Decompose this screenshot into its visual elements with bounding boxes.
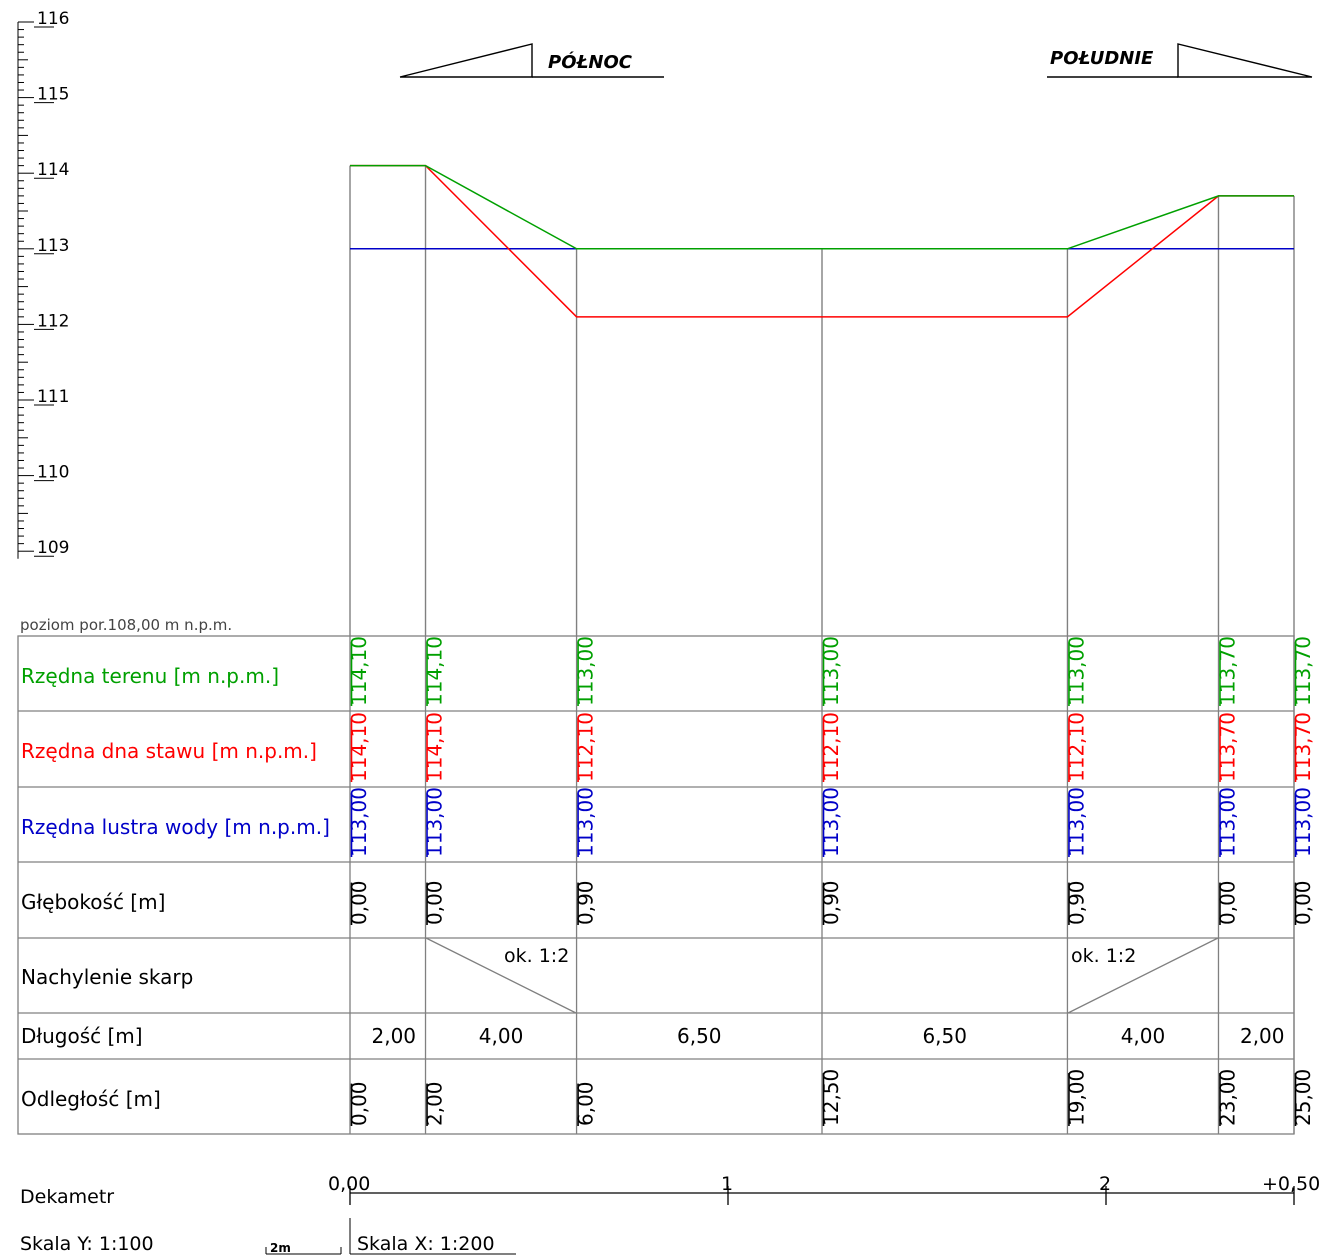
slope-indicators <box>425 937 1219 1014</box>
row-label-bottom: Rzędna dna stawu [m n.p.m.] <box>21 739 317 763</box>
terrain-value: 113,70 <box>1215 636 1239 706</box>
north-label: PÓŁNOC <box>548 51 633 73</box>
south-label: POŁUDNIE <box>1050 48 1154 69</box>
terrain-value: 113,00 <box>1064 636 1088 706</box>
bottom-value: 112,10 <box>1064 712 1088 782</box>
depth-value: 0,00 <box>1291 880 1315 925</box>
terrain-value: 114,10 <box>423 636 447 706</box>
row-label-water: Rzędna lustra wody [m n.p.m.] <box>21 815 330 839</box>
elevation-ruler-labels: 116 115 114 113 112 111 110 109 <box>34 9 69 558</box>
water-value: 113,00 <box>819 787 843 857</box>
water-value: 113,00 <box>1291 787 1315 857</box>
south-arrow-wedge <box>1177 43 1313 78</box>
length-value: 6,50 <box>677 1024 722 1048</box>
depth-value: 0,00 <box>1215 880 1239 925</box>
row-label-terrain: Rzędna terenu [m n.p.m.] <box>21 664 279 688</box>
depth-value: 0,90 <box>819 880 843 925</box>
table-row-labels: Rzędna terenu [m n.p.m.] Rzędna dna staw… <box>21 664 330 1111</box>
dekametr-label: Dekametr <box>20 1186 114 1208</box>
length-value: 4,00 <box>1121 1024 1166 1048</box>
profile-table-grid <box>17 635 1295 1135</box>
slope-label-right: ok. 1:2 <box>1071 945 1136 967</box>
slope-diagonal-left <box>425 937 577 1014</box>
water-value: 113,00 <box>1215 787 1239 857</box>
bottom-value: 113,70 <box>1215 712 1239 782</box>
bottom-value: 112,10 <box>819 712 843 782</box>
depth-value: 0,90 <box>1064 880 1088 925</box>
reference-level-label: poziom por.108,00 m n.p.m. <box>20 616 232 634</box>
scale-bar-label: 2m <box>270 1241 291 1255</box>
dekametr-tick-label-2: 2 <box>1099 1173 1111 1195</box>
bottom-value: 112,10 <box>574 712 598 782</box>
bottom-value: 114,10 <box>347 712 371 782</box>
terrain-line <box>350 164 1294 250</box>
ruler-label: 110 <box>37 463 69 483</box>
ruler-label: 111 <box>37 387 69 407</box>
length-value: 2,00 <box>371 1024 416 1048</box>
distance-value: 25,00 <box>1291 1069 1315 1126</box>
scale-bar <box>265 1247 342 1255</box>
ruler-label: 112 <box>37 311 69 331</box>
dekametr-tick-label-0: 0,00 <box>328 1173 370 1195</box>
bottom-value: 114,10 <box>423 712 447 782</box>
north-arrow-wedge <box>399 43 533 78</box>
water-value: 113,00 <box>574 787 598 857</box>
terrain-value: 113,00 <box>819 636 843 706</box>
length-value: 2,00 <box>1240 1024 1285 1048</box>
dekametr-tick-label-1: 1 <box>721 1173 733 1195</box>
distance-value: 0,00 <box>347 1081 371 1126</box>
scale-x-bracket <box>349 1218 516 1255</box>
terrain-value: 113,70 <box>1291 636 1315 706</box>
ruler-label: 116 <box>37 9 69 29</box>
ruler-label: 114 <box>37 160 69 180</box>
dekametr-tick-label-end: +0,50 <box>1262 1173 1320 1195</box>
depth-value: 0,00 <box>347 880 371 925</box>
row-label-depth: Głębokość [m] <box>21 890 165 914</box>
row-label-length: Długość [m] <box>21 1024 143 1048</box>
distance-value: 6,00 <box>574 1081 598 1126</box>
scale-y-label: Skala Y: 1:100 <box>20 1233 154 1255</box>
distance-value: 12,50 <box>819 1069 843 1126</box>
ruler-label: 113 <box>37 236 69 256</box>
terrain-value: 114,10 <box>347 636 371 706</box>
length-value: 4,00 <box>479 1024 524 1048</box>
scale-x-label: Skala X: 1:200 <box>357 1233 495 1255</box>
ruler-label: 109 <box>37 538 69 558</box>
distance-value: 23,00 <box>1215 1069 1239 1126</box>
row-label-slope: Nachylenie skarp <box>21 965 193 989</box>
north-direction-marker <box>399 43 664 78</box>
distance-value: 19,00 <box>1064 1069 1088 1126</box>
depth-value: 0,00 <box>423 880 447 925</box>
water-value: 113,00 <box>423 787 447 857</box>
south-direction-marker <box>1047 43 1313 78</box>
row-label-distance: Odległość [m] <box>21 1087 161 1111</box>
table-values: 114,10 114,10 113,00 0,00 0,00 114,10 114,10 11… <box>347 636 1315 1126</box>
terrain-value: 113,00 <box>574 636 598 706</box>
dekametr-scale <box>349 1186 1295 1205</box>
ruler-label: 115 <box>37 85 69 105</box>
profile-station-lines <box>349 165 1295 636</box>
slope-label-left: ok. 1:2 <box>504 945 569 967</box>
length-value: 6,50 <box>922 1024 967 1048</box>
slope-diagonal-right <box>1067 937 1219 1014</box>
water-value: 113,00 <box>347 787 371 857</box>
water-value: 113,00 <box>1064 787 1088 857</box>
bottom-value: 113,70 <box>1291 712 1315 782</box>
depth-value: 0,90 <box>574 880 598 925</box>
elevation-ruler <box>17 21 34 559</box>
distance-value: 2,00 <box>423 1081 447 1126</box>
